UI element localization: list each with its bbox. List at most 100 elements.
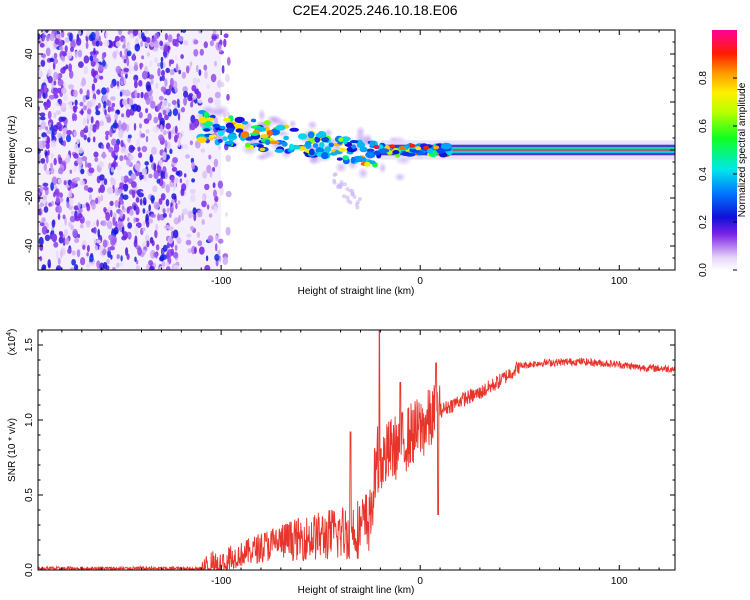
chirp-peak <box>415 146 422 151</box>
chirp-glow <box>257 108 266 122</box>
noise-blob <box>124 149 129 155</box>
noise-blob <box>218 145 222 150</box>
noise-blob <box>114 35 120 42</box>
noise-blob <box>204 183 210 191</box>
noise-blob <box>212 182 216 189</box>
noise-blob <box>176 108 183 114</box>
noise-blob <box>74 177 81 182</box>
noise-blob <box>86 244 90 253</box>
noise-blob <box>165 88 171 96</box>
noise-blob <box>61 87 67 95</box>
chirp-blob <box>312 143 319 148</box>
noise-blob <box>223 33 229 38</box>
spectrogram-image <box>38 30 675 270</box>
spec-xtick-label: 0 <box>417 276 423 287</box>
noise-blob <box>42 182 49 187</box>
snr-panel: -100 0 100 0.0 0.5 1.0 1.5 Height of straight … <box>6 329 676 596</box>
chirp-peak <box>409 143 416 148</box>
noise-blob <box>105 130 110 136</box>
noise-blob <box>61 56 66 62</box>
noise-blob <box>96 89 101 95</box>
noise-blob <box>214 91 221 99</box>
chirp-blob <box>203 111 209 119</box>
noise-blob <box>123 58 127 64</box>
noise-blob <box>87 137 91 143</box>
noise-blob <box>38 210 42 216</box>
chirp-blob <box>315 132 327 139</box>
noise-blob <box>78 208 83 213</box>
noise-blob <box>171 193 177 200</box>
noise-blob <box>108 146 114 153</box>
noise-blob <box>51 219 56 228</box>
noise-blob <box>197 240 203 247</box>
noise-blob <box>222 256 229 265</box>
noise-blob <box>169 77 174 87</box>
noise-blob <box>149 60 153 67</box>
noise-blob <box>112 122 118 129</box>
noise-blob <box>140 91 144 99</box>
noise-blob <box>185 239 192 246</box>
noise-blob <box>219 81 225 88</box>
noise-blob <box>212 167 216 172</box>
noise-blob <box>74 264 79 270</box>
noise-blob <box>95 105 99 112</box>
noise-blob <box>129 32 133 39</box>
noise-blob <box>95 197 99 205</box>
noise-blob <box>73 153 79 159</box>
noise-blob <box>74 50 78 59</box>
chirp-blob <box>225 122 234 129</box>
noise-blob <box>51 233 58 243</box>
noise-blob <box>78 61 84 68</box>
noise-blob <box>201 200 207 208</box>
noise-blob <box>82 244 86 250</box>
noise-blob <box>112 51 117 59</box>
snr-xtick-label: -100 <box>211 576 231 587</box>
noise-blob <box>133 216 136 224</box>
chirp-blob <box>365 151 376 159</box>
noise-blob <box>128 65 132 74</box>
noise-blob <box>68 84 74 90</box>
noise-blob <box>38 90 42 99</box>
noise-blob <box>94 245 98 252</box>
noise-blob <box>79 180 85 186</box>
noise-blob <box>201 219 205 225</box>
noise-blob <box>84 125 89 131</box>
noise-blob <box>110 209 113 218</box>
chirp-blob <box>281 141 288 147</box>
noise-blob <box>94 157 99 163</box>
noise-blob <box>76 249 81 258</box>
noise-blob <box>40 53 47 58</box>
noise-blob <box>166 207 170 214</box>
noise-blob <box>107 187 114 195</box>
noise-blob <box>53 185 58 190</box>
noise-blob <box>139 62 144 68</box>
noise-blob <box>203 64 208 71</box>
noise-blob <box>131 190 136 199</box>
noise-blob <box>148 173 153 179</box>
chirp-blob <box>219 125 226 130</box>
noise-blob <box>157 62 161 67</box>
noise-blob <box>161 69 165 77</box>
chirp-blob <box>369 140 376 147</box>
spec-ytick-label: -40 <box>24 238 35 253</box>
noise-blob <box>57 79 64 87</box>
colorbar-tick-label: 0.0 <box>698 263 709 277</box>
noise-blob <box>39 42 45 48</box>
colorbar: 0.0 0.2 0.4 0.6 0.8 Normalized spectral ampl… <box>698 30 748 277</box>
noise-blob <box>179 178 183 183</box>
noise-blob <box>197 209 202 218</box>
noise-blob <box>117 188 123 194</box>
noise-blob <box>102 59 106 67</box>
noise-blob <box>136 190 140 196</box>
noise-blob <box>204 70 208 79</box>
noise-blob <box>69 215 76 223</box>
noise-blob <box>74 99 78 106</box>
noise-blob <box>198 246 205 255</box>
noise-blob <box>166 242 171 249</box>
chirp-blob <box>264 139 271 145</box>
noise-blob <box>200 148 206 153</box>
noise-blob <box>86 162 92 168</box>
noise-blob <box>103 207 107 213</box>
noise-blob <box>217 180 224 189</box>
noise-blob <box>53 71 58 81</box>
